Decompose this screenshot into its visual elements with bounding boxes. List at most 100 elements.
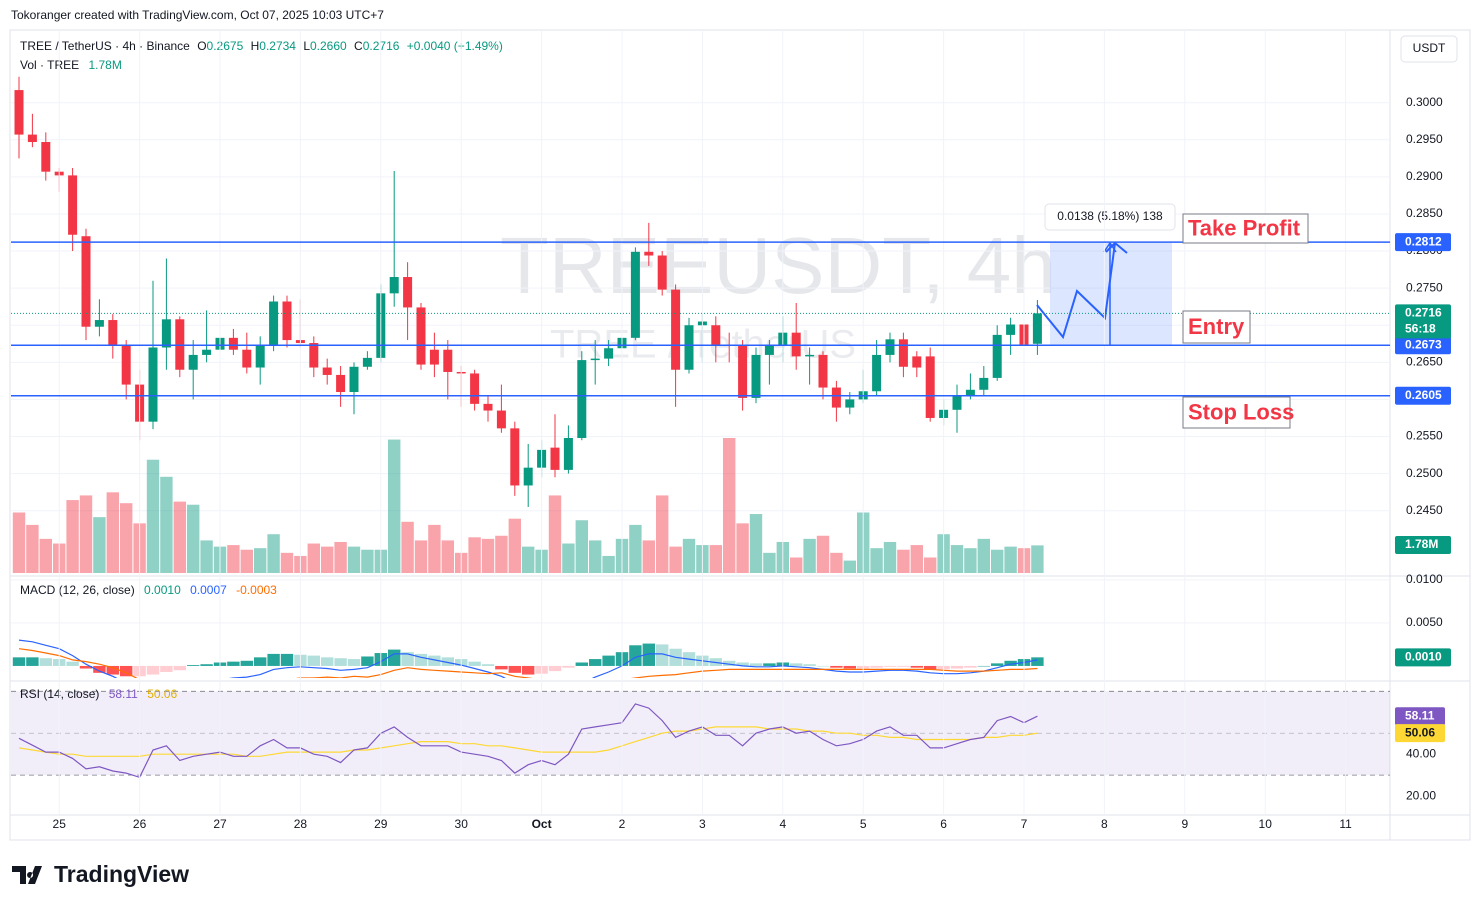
macd-histogram-bar bbox=[66, 661, 79, 666]
legend-change: +0.0040 (+1.49%) bbox=[407, 39, 503, 53]
currency[interactable]: USDT bbox=[1413, 41, 1446, 55]
legend-value: 0.2660 bbox=[310, 39, 347, 53]
candle-body bbox=[764, 344, 774, 355]
volume-bar bbox=[39, 538, 52, 573]
volume-bar bbox=[991, 549, 1004, 573]
volume-bar bbox=[575, 520, 588, 573]
macd-histogram-bar bbox=[883, 665, 897, 667]
rsi-line bbox=[18, 703, 1038, 779]
level-tag: 0.2605 bbox=[1405, 388, 1442, 402]
candle-body bbox=[496, 410, 506, 429]
macd-histogram-bar bbox=[12, 657, 26, 666]
volume-bar bbox=[414, 540, 428, 573]
macd-histogram-bar bbox=[522, 665, 535, 675]
volume-bar bbox=[227, 545, 240, 573]
macd-histogram-bar bbox=[816, 665, 830, 667]
measure-box bbox=[1044, 203, 1176, 231]
x-tick-label: 4 bbox=[779, 817, 786, 831]
macd-histogram-bar bbox=[267, 653, 280, 666]
rsi-pane bbox=[11, 690, 1390, 779]
macd-histogram-bar bbox=[146, 665, 160, 675]
last-price-tag-bg bbox=[1395, 304, 1451, 339]
macd-histogram-bar bbox=[361, 656, 374, 666]
candle-body bbox=[563, 437, 573, 470]
volume-bar bbox=[977, 538, 990, 573]
macd-histogram-bar bbox=[575, 662, 588, 666]
volume-bar bbox=[334, 541, 347, 573]
candle-body bbox=[925, 356, 935, 418]
volume-bar bbox=[723, 438, 736, 573]
volume-bar bbox=[508, 518, 521, 573]
macd-histogram-bar bbox=[240, 660, 253, 666]
macd-histogram-bar bbox=[347, 659, 361, 666]
x-tick-label: 5 bbox=[860, 817, 867, 831]
macd-histogram-bar bbox=[200, 664, 213, 666]
rsi-tag-bg bbox=[1395, 707, 1445, 726]
y-tick-label: 0.3000 bbox=[1406, 95, 1443, 109]
macd-histogram-bar bbox=[79, 665, 93, 669]
volume-bar bbox=[897, 549, 910, 573]
rsi-ma-tag: 50.06 bbox=[1405, 725, 1435, 739]
signal-line bbox=[18, 648, 1038, 678]
volume-bar bbox=[120, 503, 133, 573]
volume-bar bbox=[709, 545, 722, 573]
macd-histogram-bar bbox=[26, 657, 39, 666]
candle-body bbox=[121, 344, 131, 385]
volume-bar bbox=[106, 492, 119, 573]
macd-histogram-bar bbox=[468, 661, 481, 666]
macd-histogram-bar bbox=[254, 657, 267, 666]
long-position-box bbox=[1050, 243, 1172, 345]
currency-button[interactable] bbox=[1400, 35, 1458, 63]
macd-histogram-bar bbox=[589, 659, 602, 666]
legend-key: L bbox=[303, 39, 310, 53]
signal-value: -0.0003 bbox=[236, 583, 277, 597]
x-tick-label: 6 bbox=[940, 817, 947, 831]
candle-body bbox=[644, 251, 654, 256]
level-name-box bbox=[1182, 396, 1291, 429]
rsi-legend: RSI (14, close) 58.11 50.06 bbox=[20, 687, 178, 701]
macd-histogram-bar bbox=[602, 655, 615, 666]
volume-bar bbox=[173, 501, 186, 573]
volume-bar bbox=[749, 514, 763, 573]
volume-bar bbox=[495, 535, 508, 573]
level-tag-bg bbox=[1395, 386, 1451, 405]
volume-bar bbox=[950, 545, 964, 573]
macd-histogram-bar bbox=[736, 662, 749, 666]
candle-body bbox=[684, 325, 694, 370]
volume-bar bbox=[924, 557, 937, 573]
macd-histogram-bar bbox=[843, 665, 856, 669]
volume-bar bbox=[656, 495, 669, 573]
volume-bar bbox=[589, 540, 602, 573]
y-tick-label: 0.2450 bbox=[1406, 503, 1443, 517]
candle-body bbox=[805, 354, 815, 357]
candle-body bbox=[188, 354, 198, 370]
symbol: TREE / TetherUS · 4h · Binance bbox=[20, 39, 190, 53]
last-price-tag-countdown: 56:18 bbox=[1405, 322, 1436, 336]
chart-frame bbox=[9, 29, 1471, 841]
macd-histogram-bar bbox=[562, 665, 575, 668]
volume-value: 1.78M bbox=[88, 58, 121, 72]
header: Tokoranger created with TradingView.com,… bbox=[11, 8, 384, 22]
candle-body bbox=[322, 367, 332, 375]
volume-bar bbox=[790, 557, 803, 573]
candle-body bbox=[510, 428, 520, 486]
candle-body bbox=[711, 325, 721, 345]
macd-histogram-bar bbox=[642, 643, 655, 666]
volume-bar bbox=[321, 546, 334, 573]
macd-histogram-bar bbox=[93, 665, 106, 673]
legend-value: 0.2675 bbox=[207, 39, 244, 53]
candle-body bbox=[362, 357, 372, 367]
volume-bar bbox=[347, 546, 361, 573]
x-tick-label: 10 bbox=[1259, 817, 1273, 831]
candle-body bbox=[912, 356, 922, 368]
volume-bar bbox=[629, 524, 642, 573]
volume-bar bbox=[522, 546, 535, 573]
volume-bar bbox=[280, 552, 294, 573]
candle-body bbox=[671, 289, 681, 370]
legend-key: C bbox=[354, 39, 363, 53]
x-tick-label: Oct bbox=[532, 817, 552, 831]
level-name: Take Profit bbox=[1188, 215, 1301, 240]
macd-histogram-bar bbox=[120, 665, 133, 677]
y-tick-label: 0.2550 bbox=[1406, 429, 1443, 443]
